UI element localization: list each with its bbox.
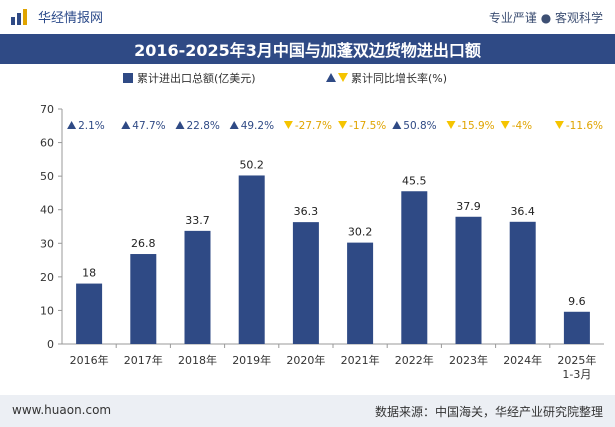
website-link[interactable]: www.huaon.com — [12, 403, 112, 417]
x-tick-label: 2021年 — [341, 353, 380, 367]
y-tick-label: 0 — [47, 338, 54, 351]
y-tick-label: 20 — [40, 271, 54, 284]
value-labels: 18 26.8 33.7 50.2 36.3 30.2 45.5 37.9 36.4 9.6 — [82, 158, 586, 307]
growth-down-triangle-icon — [338, 121, 348, 129]
bar-value-label: 33.7 — [185, 214, 210, 227]
growth-down-triangle-icon — [283, 121, 293, 129]
x-tick-label: 2020年 — [286, 353, 325, 367]
bar-value-label: 36.3 — [294, 205, 319, 218]
growth-down-triangle-icon — [500, 121, 510, 129]
growth-rate-label: 22.8% — [187, 120, 220, 132]
growth-down-triangle-icon — [554, 121, 564, 129]
y-tick-label: 70 — [40, 103, 54, 116]
bar-value-label: 45.5 — [402, 174, 427, 187]
growth-rate-label: 2.1% — [78, 120, 105, 132]
bar — [238, 175, 265, 344]
growth-rate-label: 50.8% — [403, 120, 436, 132]
bar — [455, 216, 482, 344]
bar-value-label: 36.4 — [510, 205, 535, 218]
growth-up-triangle-icon — [392, 121, 402, 129]
growth-rate-row: 2.1% 47.7% 22.8% 49.2% -27.7% -17.5% 50.8% -15.… — [67, 120, 603, 132]
y-tick-label: 60 — [40, 137, 54, 150]
bar — [184, 230, 211, 344]
y-axis-ticks: 0 10 20 30 40 50 60 70 — [40, 103, 62, 351]
bar — [292, 222, 319, 344]
bar — [509, 221, 536, 344]
huajing-logo-icon — [11, 8, 27, 25]
bar — [563, 311, 590, 344]
bars — [76, 175, 590, 344]
growth-rate-label: -4% — [512, 120, 532, 132]
growth-up-triangle-icon — [229, 121, 239, 129]
growth-rate-label: 49.2% — [241, 120, 274, 132]
x-tick-label: 2017年 — [124, 353, 163, 367]
bar-value-label: 9.6 — [568, 295, 586, 308]
x-tick-label: 2025年 — [557, 353, 596, 367]
x-axis-ticks: 2016年 2017年 2018年 2019年 2020年 2021年 2022年 2023年… — [70, 344, 596, 381]
bar-value-label: 50.2 — [239, 158, 264, 171]
legend-up-triangle-icon — [326, 73, 336, 82]
growth-up-triangle-icon — [121, 121, 131, 129]
bar-value-label: 26.8 — [131, 237, 156, 250]
bar — [130, 254, 157, 344]
y-tick-label: 30 — [40, 237, 54, 250]
x-tick-label: 1-3月 — [562, 368, 591, 381]
footer: www.huaon.com 数据来源：中国海关，华经产业研究院整理 — [0, 395, 615, 427]
brand: 华经情报网 — [10, 7, 103, 26]
x-tick-label: 2024年 — [503, 353, 542, 367]
growth-rate-label: -17.5% — [349, 120, 386, 132]
growth-rate-label: -11.6% — [566, 120, 603, 132]
bar — [76, 283, 103, 344]
growth-up-triangle-icon — [67, 121, 77, 129]
chart-legend: 累计进出口总额(亿美元) 累计同比增长率(%) — [123, 71, 447, 85]
y-tick-label: 40 — [40, 204, 54, 217]
growth-up-triangle-icon — [175, 121, 185, 129]
brand-name: 华经情报网 — [38, 11, 104, 26]
x-tick-label: 2023年 — [449, 353, 488, 367]
bar-value-label: 30.2 — [348, 226, 373, 239]
y-tick-label: 50 — [40, 170, 54, 183]
x-tick-label: 2022年 — [395, 353, 434, 367]
bar — [347, 242, 374, 344]
legend-down-triangle-icon — [338, 73, 348, 82]
bar-chart: 累计进出口总额(亿美元) 累计同比增长率(%) 010203040506070 … — [40, 71, 604, 381]
bar-value-label: 18 — [82, 267, 96, 280]
bar-value-label: 37.9 — [456, 200, 481, 213]
legend-swatch-total — [123, 73, 133, 83]
x-tick-label: 2019年 — [232, 353, 271, 367]
x-tick-label: 2018年 — [178, 353, 217, 367]
growth-rate-label: -27.7% — [295, 120, 332, 132]
growth-rate-label: -15.9% — [458, 120, 495, 132]
data-source: 数据来源：中国海关，华经产业研究院整理 — [374, 405, 603, 419]
chart-title: 2016-2025年3月中国与加蓬双边货物进出口额 — [134, 41, 481, 60]
title-bar: 2016-2025年3月中国与加蓬双边货物进出口额 — [0, 34, 615, 64]
bar — [401, 191, 428, 344]
y-tick-label: 10 — [40, 304, 54, 317]
growth-down-triangle-icon — [446, 121, 456, 129]
top-bar: 华经情报网 专业严谨 ● 客观科学 — [0, 0, 615, 34]
legend-label-total: 累计进出口总额(亿美元) — [137, 71, 256, 85]
tagline: 专业严谨 ● 客观科学 — [488, 11, 603, 25]
growth-rate-label: 47.7% — [132, 120, 165, 132]
legend-label-growth: 累计同比增长率(%) — [351, 71, 447, 85]
x-tick-label: 2016年 — [70, 353, 109, 367]
